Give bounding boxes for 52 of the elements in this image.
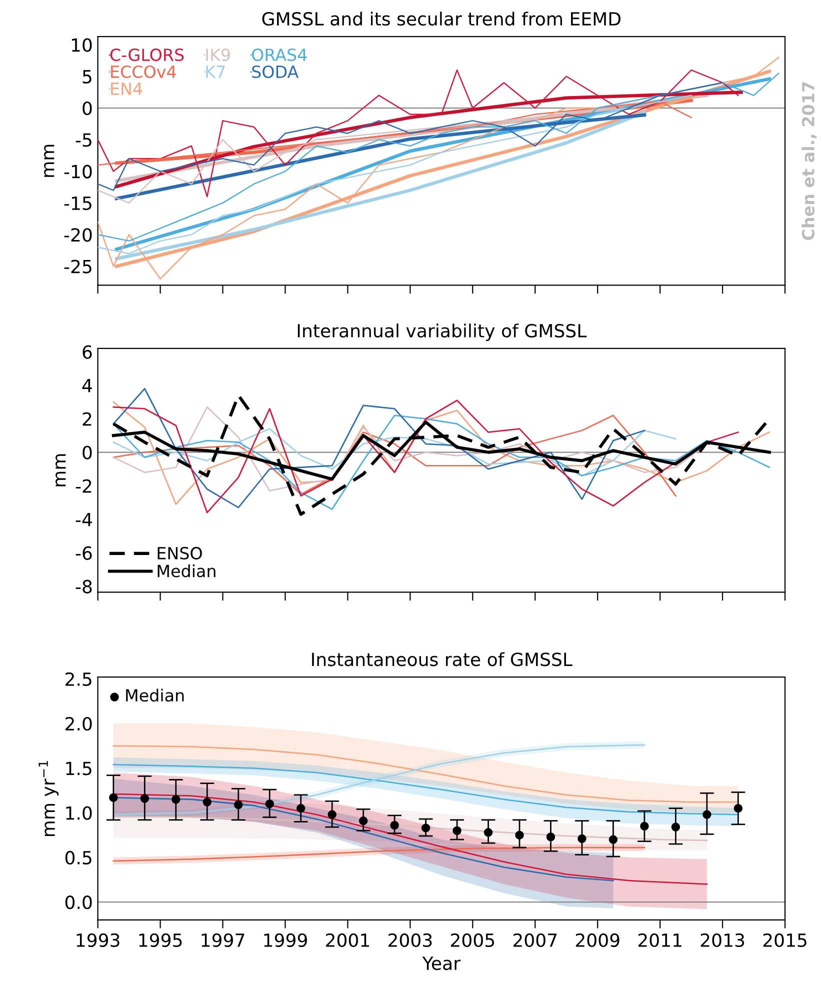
y-tick-label: 0: [82, 101, 92, 116]
y-tick-label: -4: [76, 513, 92, 526]
y-tick-label: 0.5: [65, 850, 92, 865]
x-tick-label: 1997: [202, 933, 244, 948]
x-tick-label: 2007: [513, 933, 557, 948]
y-tick-label: -8: [76, 580, 92, 594]
x-tick-label: 2003: [388, 933, 432, 948]
legend-label: SODA: [252, 65, 299, 78]
x-tick-label: 2005: [450, 933, 494, 948]
chart-title: Instantaneous rate of GMSSL: [312, 652, 572, 666]
y-tick-label: 10: [72, 38, 92, 52]
y-tick-label: 2: [82, 412, 92, 426]
y-tick-label: 0: [82, 446, 92, 460]
x-tick-label: 1999: [264, 933, 307, 948]
y-tick-label: 2.0: [66, 716, 92, 731]
legend-label: Median: [126, 688, 184, 702]
y-tick-label: 1.0: [66, 806, 92, 820]
x-axis-title: Year: [422, 956, 461, 970]
x-tick-label: 2013: [700, 933, 744, 948]
text: Chen et al., 2017: [802, 82, 817, 240]
y-tick-label: -2: [76, 479, 92, 493]
x-tick-label: 1993: [76, 933, 120, 948]
chart-title: GMSSL and its secular trend from EEMD: [262, 12, 620, 26]
x-tick-label: 2009: [576, 933, 620, 948]
y-tick-label: 0.0: [65, 895, 92, 910]
y-tick-label: 2.5: [66, 672, 92, 686]
y-tick-label: -25: [64, 260, 92, 274]
legend-label: ECCOv4: [111, 65, 176, 78]
legend-label: K7: [206, 66, 225, 78]
y-tick-label: -15: [64, 196, 92, 210]
legend-label: ORAS4: [252, 48, 307, 62]
legend-label: EN4: [111, 82, 142, 95]
y-axis-title: mm: [44, 144, 54, 177]
y-axis-title: mm yr$^{−1}$: [38, 761, 59, 836]
x-tick-label: 2011: [638, 933, 682, 948]
x-tick-label: 1995: [139, 933, 182, 948]
legend-label: Median: [158, 564, 216, 578]
legend-label: IK9: [206, 48, 230, 62]
legend-label: C-GLORS: [110, 48, 184, 62]
y-tick-label: -10: [64, 164, 92, 178]
y-tick-label: -20: [64, 228, 92, 242]
y-tick-label: 1.5: [66, 762, 92, 776]
chart-title: Interannual variability of GMSSL: [298, 324, 587, 342]
y-tick-label: -5: [76, 133, 92, 147]
y-tick-label: -6: [76, 546, 92, 560]
x-tick-label: 2015: [763, 933, 806, 948]
y-tick-label: 4: [82, 378, 92, 392]
y-tick-label: 6: [82, 345, 92, 359]
x-tick-label: 2001: [326, 933, 370, 948]
y-axis-title: mm: [56, 454, 66, 486]
legend-label: ENSO: [158, 546, 202, 560]
y-tick-label: 5: [82, 70, 92, 84]
